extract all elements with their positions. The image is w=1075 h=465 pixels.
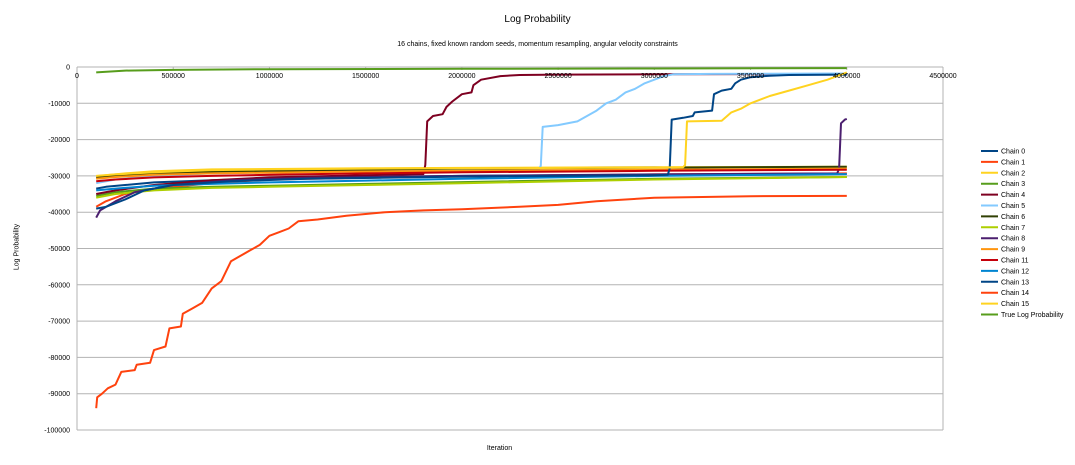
legend-label: Chain 0	[1001, 149, 1025, 156]
legend-label: Chain 8	[1001, 236, 1025, 243]
y-tick-label: -100000	[44, 428, 70, 435]
y-tick-label: -70000	[48, 319, 70, 326]
tick-labels: 0 -10000 -20000 -30000 -40000 -50000 -60000 -70…	[44, 65, 956, 435]
x-axis-label-text: Iteration	[486, 445, 513, 452]
legend-label: Chain 7	[1001, 225, 1025, 232]
legend-label: True Log Probability	[1001, 312, 1064, 319]
series-line-chain-11	[96, 168, 847, 183]
legend-label: Chain 13	[1001, 279, 1029, 286]
x-tick-label: 1500000	[352, 73, 379, 80]
series-line-true-log-probability	[96, 67, 847, 74]
legend-label: Chain 4	[1001, 192, 1025, 199]
legend-label: Chain 2	[1001, 170, 1025, 177]
series-line-chain-13	[96, 73, 847, 210]
series-line-chain-12	[96, 173, 847, 192]
legend: Chain 0 Chain 1 Chain 2 Chain 3 Chain 4 Chain…	[981, 149, 1064, 319]
x-tick-label: 4000000	[833, 73, 860, 80]
legend-label: Chain 5	[1001, 203, 1025, 210]
legend-label: Chain 15	[1001, 301, 1029, 308]
chart-subtitle: 16 chains, fixed known random seeds, mom…	[397, 41, 678, 48]
legend-label: Chain 9	[1001, 247, 1025, 254]
series-line-chain-15	[96, 71, 848, 177]
y-tick-label: -10000	[48, 101, 70, 108]
legend-label: Chain 1	[1001, 159, 1025, 166]
legend-label: Chain 12	[1001, 268, 1029, 275]
series-line-chain-14	[95, 194, 847, 409]
x-tick-label: 2000000	[448, 73, 475, 80]
y-tick-label: -50000	[48, 246, 70, 253]
legend-label: Chain 3	[1001, 181, 1025, 188]
x-axis-label: Iteration	[0, 445, 1075, 452]
y-tick-label: -30000	[48, 173, 70, 180]
y-tick-label: 0	[66, 65, 70, 72]
legend-label: Chain 14	[1001, 290, 1029, 297]
x-tick-label: 1000000	[256, 73, 283, 80]
y-tick-label: -80000	[48, 355, 70, 362]
y-tick-label: -60000	[48, 282, 70, 289]
series-line-chain-9	[96, 167, 847, 180]
axes	[76, 66, 944, 430]
legend-label: Chain 11	[1001, 258, 1029, 265]
x-tick-label: 500000	[162, 73, 185, 80]
x-tick-label: 3000000	[641, 73, 668, 80]
series-line-chain-4	[96, 72, 847, 195]
y-tick-label: -40000	[48, 210, 70, 217]
chart-title: Log Probability	[504, 14, 571, 25]
y-tick-label: -90000	[48, 391, 70, 398]
x-tick-label: 2500000	[544, 73, 571, 80]
legend-label: Chain 6	[1001, 214, 1025, 221]
x-tick-label: 0	[75, 73, 79, 80]
x-tick-label: 3500000	[737, 73, 764, 80]
series-layer	[95, 67, 848, 409]
x-tick-label: 4500000	[929, 73, 956, 80]
y-tick-label: -20000	[48, 137, 70, 144]
grid-lines	[77, 66, 943, 431]
series-line-chain-7	[96, 176, 847, 199]
